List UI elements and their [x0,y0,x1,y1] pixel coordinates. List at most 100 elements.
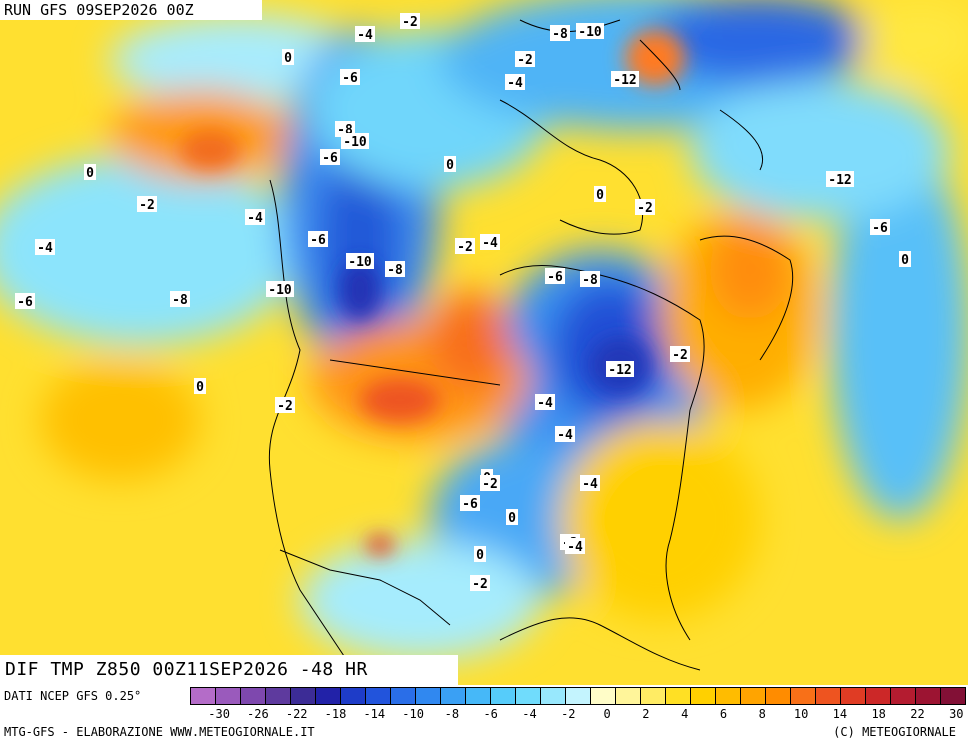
legend-tick-label: 30 [949,707,964,721]
svg-text:-4: -4 [507,76,523,91]
color-legend [190,687,966,705]
footer: DATI NCEP GFS 0.25° -30 -26 -22 -18 -14 -10 -8… [0,685,968,745]
contour-label: -2 [400,13,420,30]
legend-tick-label: 18 [871,707,886,721]
contour-label: -2 [480,475,500,492]
svg-text:-12: -12 [613,73,636,88]
contour-label: -4 [245,209,265,226]
legend-tick-label: 8 [758,707,766,721]
svg-text:-2: -2 [457,240,473,255]
legend-swatch [241,688,266,704]
legend-swatch [816,688,841,704]
svg-text:-8: -8 [387,263,403,278]
legend-swatch [891,688,916,704]
legend-tick-label: -22 [285,707,308,721]
contour-label: -10 [576,23,604,40]
legend-swatch [216,688,241,704]
legend-swatch [916,688,941,704]
svg-text:-6: -6 [322,151,338,166]
contour-label: -2 [515,51,535,68]
legend-swatch [441,688,466,704]
contour-label: -2 [137,196,157,213]
contour-label: -6 [340,69,360,86]
contour-label: -4 [565,538,585,555]
contour-label: -8 [385,261,405,278]
contour-label: -6 [308,231,328,248]
svg-text:-2: -2 [637,201,653,216]
legend-swatch [566,688,591,704]
contour-label: -2 [275,397,295,414]
contour-label: -4 [535,394,555,411]
legend-swatch [516,688,541,704]
svg-text:-2: -2 [139,198,155,213]
contour-label: -6 [320,149,340,166]
data-source: DATI NCEP GFS 0.25° [4,689,142,703]
legend-swatch [416,688,441,704]
svg-text:-10: -10 [578,25,602,40]
svg-text:-4: -4 [247,211,263,226]
svg-text:0: 0 [86,166,94,181]
contour-label: -2 [455,238,475,255]
contour-label: 0 [899,251,911,268]
legend-tick-label: -6 [483,707,498,721]
svg-text:-2: -2 [472,577,488,592]
contour-label: -8 [580,271,600,288]
legend-tick-label: 6 [719,707,728,721]
contour-label: 0 [474,546,486,563]
svg-text:-6: -6 [310,233,326,248]
contour-label: -4 [505,74,525,91]
svg-text:0: 0 [284,51,292,66]
legend-swatch [491,688,516,704]
legend-tick-label: -18 [324,707,347,721]
contour-label: -4 [580,475,600,492]
legend-tick-label: 4 [681,707,689,721]
legend-tick-label: -4 [522,707,537,721]
svg-text:-4: -4 [582,477,598,492]
legend-swatch [691,688,716,704]
svg-text:0: 0 [901,253,909,268]
legend-swatch [266,688,291,704]
legend-tick-label: 10 [793,707,809,721]
svg-text:-2: -2 [277,399,293,414]
svg-text:-4: -4 [557,428,573,443]
legend-swatch [716,688,741,704]
legend-tick-label: -2 [561,707,576,721]
legend-swatch [366,688,391,704]
contour-label: -2 [470,575,490,592]
contour-label: -2 [670,346,690,363]
legend-tick-label: -8 [444,707,460,721]
svg-text:0: 0 [446,158,454,173]
contour-label: -6 [870,219,890,236]
contour-label: 0 [594,186,606,203]
contour-label: -6 [15,293,35,310]
contour-label: -2 [635,199,655,216]
contour-label: 0 [84,164,96,181]
contour-label: -10 [341,133,369,150]
svg-text:0: 0 [596,188,604,203]
svg-text:-2: -2 [672,348,688,363]
contour-label: -4 [35,239,55,256]
map-canvas: -2-4-6-8 -10-120 -2-4-6-8-10-1200-2-4-6-8-… [0,0,968,685]
run-label: RUN GFS 09SEP2026 00Z [0,0,262,20]
legend-swatch [291,688,316,704]
svg-text:-4: -4 [482,236,498,251]
svg-text:-4: -4 [537,396,553,411]
svg-text:-2: -2 [402,15,418,30]
svg-text:-10: -10 [268,283,292,298]
legend-swatch [466,688,491,704]
contour-label: 0 [194,378,206,395]
contour-label: 0 [282,49,294,66]
contour-label: -12 [606,361,634,378]
contour-label: -4 [355,26,375,43]
legend-swatch [666,688,691,704]
svg-text:-10: -10 [348,255,372,270]
legend-swatch [841,688,866,704]
anomaly-field [0,0,968,660]
contour-label: -10 [346,253,374,270]
contour-label: 0 [444,156,456,173]
legend-swatch [341,688,366,704]
contour-label: -8 [170,291,190,308]
temperature-anomaly-map: -2 -4 -6 -8 -10 -12 0 -2 -4 -6 -8 -10 -12 0 0 -2 -4 -6 -8-… [0,0,968,685]
contour-label: -12 [611,71,639,88]
svg-text:-10: -10 [343,135,367,150]
